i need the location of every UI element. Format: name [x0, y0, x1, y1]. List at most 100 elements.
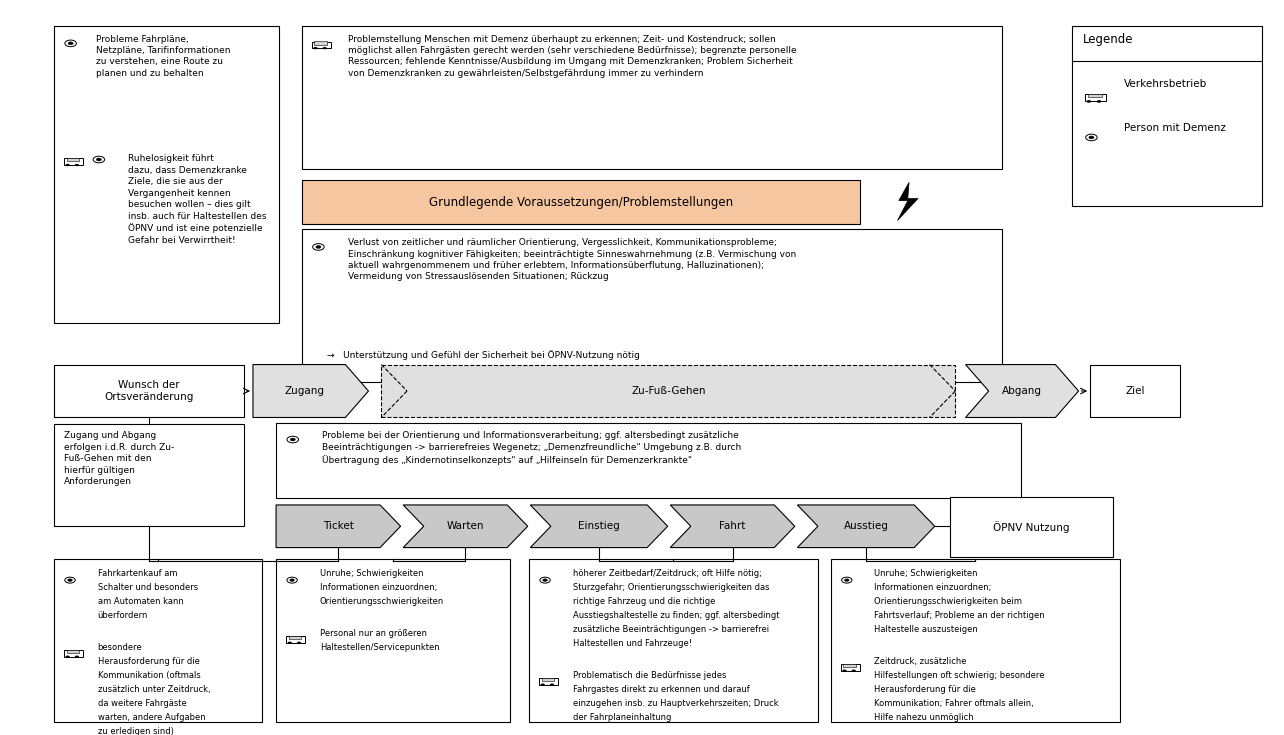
Circle shape — [1097, 100, 1102, 103]
Polygon shape — [530, 505, 668, 548]
Circle shape — [290, 579, 294, 581]
Text: Herausforderung für die: Herausforderung für die — [874, 685, 976, 694]
FancyBboxPatch shape — [54, 559, 262, 722]
FancyBboxPatch shape — [276, 423, 1021, 498]
FancyBboxPatch shape — [844, 664, 856, 667]
FancyBboxPatch shape — [831, 559, 1120, 722]
Text: Hilfestellungen oft schwierig; besondere: Hilfestellungen oft schwierig; besondere — [874, 671, 1045, 680]
Polygon shape — [670, 505, 795, 548]
Text: Orientierungsschwierigkeiten: Orientierungsschwierigkeiten — [320, 597, 444, 606]
Text: Verlust von zeitlicher und räumlicher Orientierung, Vergesslichkeit, Kommunikati: Verlust von zeitlicher und räumlicher Or… — [348, 238, 796, 282]
Text: warten, andere Aufgaben: warten, andere Aufgaben — [98, 713, 205, 722]
Text: da weitere Fahrgäste: da weitere Fahrgäste — [98, 699, 186, 708]
FancyBboxPatch shape — [276, 559, 510, 722]
Text: →   Unterstützung und Gefühl der Sicherheit bei ÖPNV-Nutzung nötig: → Unterstützung und Gefühl der Sicherhei… — [327, 351, 641, 360]
FancyBboxPatch shape — [312, 41, 330, 49]
Text: Person mit Demenz: Person mit Demenz — [1124, 123, 1225, 134]
Text: Zugang: Zugang — [285, 386, 325, 396]
Circle shape — [65, 164, 69, 166]
Text: Ausstieg: Ausstieg — [844, 521, 889, 531]
FancyBboxPatch shape — [67, 158, 80, 162]
Text: Fahrtsverlauf; Probleme an der richtigen: Fahrtsverlauf; Probleme an der richtigen — [874, 611, 1045, 620]
Circle shape — [286, 577, 298, 583]
Text: Ausstiegshaltestelle zu finden; ggf. altersbedingt: Ausstiegshaltestelle zu finden; ggf. alt… — [573, 611, 779, 620]
Text: Legende: Legende — [1082, 33, 1132, 46]
Text: Unruhe; Schwierigkeiten: Unruhe; Schwierigkeiten — [320, 569, 424, 578]
FancyBboxPatch shape — [1085, 94, 1106, 101]
Text: Zu-Fuß-Gehen: Zu-Fuß-Gehen — [630, 386, 706, 396]
Text: zu erledigen sind): zu erledigen sind) — [98, 727, 173, 735]
Circle shape — [1085, 135, 1097, 141]
Text: Haltestellen/Servicepunkten: Haltestellen/Servicepunkten — [320, 643, 439, 652]
FancyBboxPatch shape — [539, 678, 557, 685]
Circle shape — [543, 579, 547, 581]
Circle shape — [842, 670, 846, 672]
Circle shape — [68, 42, 73, 45]
Circle shape — [550, 684, 555, 686]
Circle shape — [313, 244, 324, 251]
Circle shape — [64, 577, 76, 583]
FancyBboxPatch shape — [542, 678, 555, 681]
Text: Haltestellen und Fahrzeuge!: Haltestellen und Fahrzeuge! — [573, 639, 692, 648]
Circle shape — [65, 656, 69, 658]
Text: Informationen einzuordnen;: Informationen einzuordnen; — [320, 583, 437, 592]
Text: Fahrkartenkauf am: Fahrkartenkauf am — [98, 569, 177, 578]
Circle shape — [64, 40, 77, 47]
FancyBboxPatch shape — [1090, 365, 1180, 417]
Text: Problemstellung Menschen mit Demenz überhaupt zu erkennen; Zeit- und Kostendruck: Problemstellung Menschen mit Demenz über… — [348, 35, 796, 78]
Text: Probleme Fahrpläne,
Netzpläne, Tarifinformationen
zu verstehen, eine Route zu
pl: Probleme Fahrpläne, Netzpläne, Tarifinfo… — [96, 35, 231, 78]
Text: ÖPNV Nutzung: ÖPNV Nutzung — [994, 521, 1070, 533]
Circle shape — [74, 164, 80, 166]
FancyBboxPatch shape — [286, 637, 304, 642]
Text: zusätzlich unter Zeitdruck,: zusätzlich unter Zeitdruck, — [98, 685, 211, 694]
Text: Grundlegende Voraussetzungen/Problemstellungen: Grundlegende Voraussetzungen/Problemstel… — [429, 196, 733, 209]
Circle shape — [845, 579, 849, 581]
Text: zusätzliche Beeinträchtigungen -> barrierefrei: zusätzliche Beeinträchtigungen -> barrie… — [573, 625, 769, 634]
Text: Problematisch die Bedürfnisse jedes: Problematisch die Bedürfnisse jedes — [573, 671, 725, 680]
Text: Abgang: Abgang — [1002, 386, 1043, 396]
Text: Hilfe nahezu unmöglich: Hilfe nahezu unmöglich — [874, 713, 975, 722]
Text: höherer Zeitbedarf/Zeitdruck; oft Hilfe nötig;: höherer Zeitbedarf/Zeitdruck; oft Hilfe … — [573, 569, 761, 578]
Text: Ruhelosigkeit führt
dazu, dass Demenzkranke
Ziele, die sie aus der
Vergangenheit: Ruhelosigkeit führt dazu, dass Demenzkra… — [128, 154, 267, 245]
Circle shape — [322, 47, 327, 49]
Circle shape — [297, 642, 302, 644]
FancyBboxPatch shape — [302, 26, 1002, 169]
FancyBboxPatch shape — [315, 41, 327, 45]
Polygon shape — [966, 365, 1079, 417]
Text: Kommunikation (oftmals: Kommunikation (oftmals — [98, 671, 200, 680]
FancyBboxPatch shape — [841, 664, 859, 670]
Circle shape — [316, 245, 321, 248]
FancyBboxPatch shape — [67, 650, 80, 653]
Text: Schalter und besonders: Schalter und besonders — [98, 583, 198, 592]
FancyBboxPatch shape — [54, 365, 244, 417]
Circle shape — [68, 579, 72, 581]
Text: Fahrt: Fahrt — [719, 521, 746, 531]
Text: Wunsch der
Ortsveränderung: Wunsch der Ortsveränderung — [104, 379, 194, 403]
FancyBboxPatch shape — [381, 365, 955, 417]
Circle shape — [286, 437, 298, 442]
Polygon shape — [253, 365, 369, 417]
Circle shape — [290, 438, 295, 441]
Circle shape — [539, 577, 551, 583]
Text: der Fahrplaneinhaltung: der Fahrplaneinhaltung — [573, 713, 672, 722]
FancyBboxPatch shape — [54, 424, 244, 526]
Text: besondere: besondere — [98, 643, 143, 652]
Text: Personal nur an größeren: Personal nur an größeren — [320, 629, 426, 638]
Text: Unruhe; Schwierigkeiten: Unruhe; Schwierigkeiten — [874, 569, 978, 578]
Circle shape — [851, 670, 856, 672]
Text: Probleme bei der Orientierung und Informationsverarbeitung; ggf. altersbedingt z: Probleme bei der Orientierung und Inform… — [322, 431, 742, 465]
Text: richtige Fahrzeug und die richtige: richtige Fahrzeug und die richtige — [573, 597, 715, 606]
Circle shape — [1089, 136, 1094, 139]
Text: Haltestelle auszusteigen: Haltestelle auszusteigen — [874, 625, 978, 634]
Circle shape — [74, 656, 80, 658]
Text: Zugang und Abgang
erfolgen i.d.R. durch Zu-
Fuß-Gehen mit den
hierfür gültigen
A: Zugang und Abgang erfolgen i.d.R. durch … — [64, 431, 175, 487]
Text: am Automaten kann: am Automaten kann — [98, 597, 184, 606]
Text: Orientierungsschwierigkeiten beim: Orientierungsschwierigkeiten beim — [874, 597, 1022, 606]
FancyBboxPatch shape — [1088, 94, 1102, 98]
Polygon shape — [276, 505, 401, 548]
Polygon shape — [797, 505, 935, 548]
Circle shape — [1086, 100, 1091, 103]
Text: Informationen einzuordnen;: Informationen einzuordnen; — [874, 583, 991, 592]
FancyBboxPatch shape — [302, 229, 1002, 382]
FancyBboxPatch shape — [950, 497, 1113, 557]
